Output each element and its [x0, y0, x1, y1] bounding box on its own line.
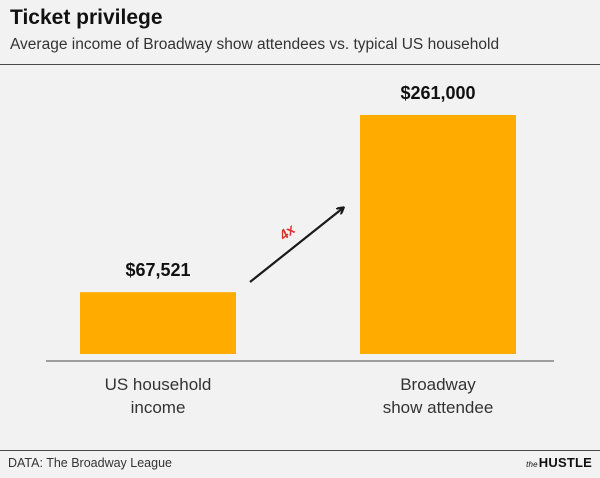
header-divider	[0, 64, 600, 65]
brand-prefix: the	[526, 460, 538, 469]
footer-divider	[0, 450, 600, 451]
brand-name: HUSTLE	[538, 455, 592, 470]
category-label-1-line-1: show attendee	[383, 398, 494, 417]
value-label-0: $67,521	[125, 260, 190, 280]
value-label-1: $261,000	[400, 83, 475, 103]
category-label-1-line-0: Broadway	[400, 375, 476, 394]
data-source: DATA: The Broadway League	[8, 456, 172, 470]
category-label-0-line-0: US household	[105, 375, 212, 394]
chart-title: Ticket privilege	[10, 6, 163, 29]
bar-chart: $67,521 US household income $261,000 Broadwa…	[46, 83, 554, 417]
growth-arrow	[249, 208, 343, 283]
category-label-0-line-1: income	[131, 398, 186, 417]
growth-multiplier-label: 4x	[275, 220, 299, 244]
chart-subtitle: Average income of Broadway show attendee…	[10, 36, 500, 53]
bar-0	[80, 292, 236, 354]
bar-1	[360, 115, 516, 354]
brand-logo: theHUSTLE	[526, 455, 592, 470]
